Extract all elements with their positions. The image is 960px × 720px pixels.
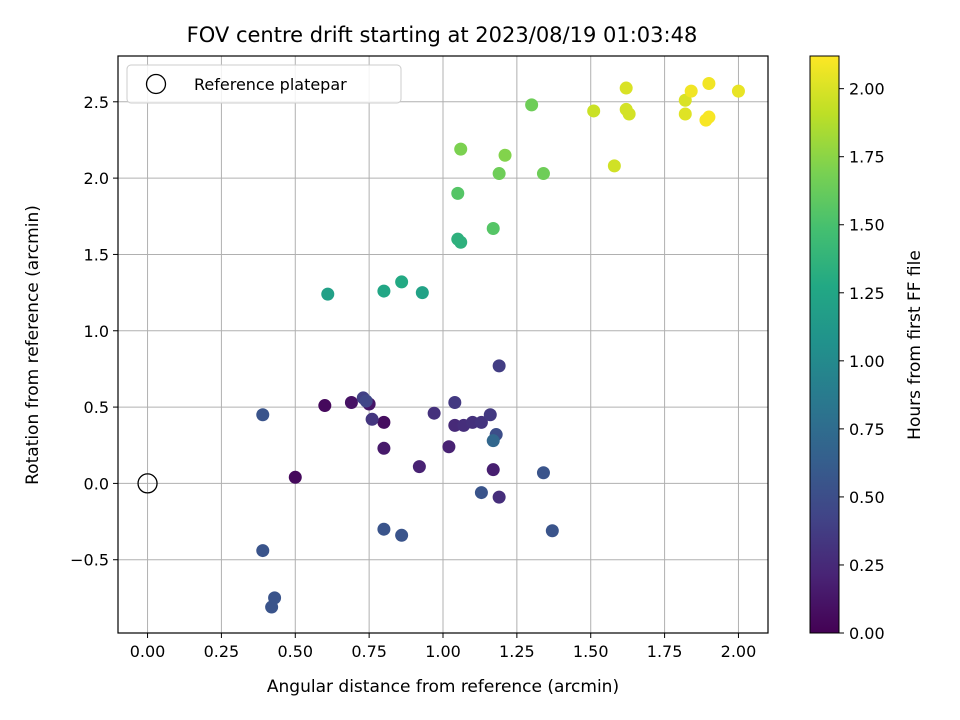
data-point	[525, 98, 539, 112]
colorbar-tick-label: 2.00	[849, 80, 885, 99]
data-point	[607, 159, 621, 173]
colorbar-tick-label: 1.25	[849, 284, 885, 303]
data-point	[587, 104, 601, 118]
y-axis-label: Rotation from reference (arcmin)	[23, 205, 43, 485]
data-point	[486, 434, 500, 448]
x-tick-label: 1.75	[647, 642, 683, 661]
colorbar-tick-label: 1.50	[849, 216, 885, 235]
data-point	[377, 284, 391, 298]
colorbar-tick-label: 0.75	[849, 420, 885, 439]
data-point	[377, 441, 391, 455]
data-point	[702, 76, 716, 90]
x-tick-label: 1.00	[425, 642, 461, 661]
colorbar-tick-label: 0.50	[849, 488, 885, 507]
data-point	[619, 81, 633, 95]
data-point	[395, 275, 409, 289]
data-point	[427, 406, 441, 420]
data-point	[288, 470, 302, 484]
data-point	[536, 167, 550, 181]
data-point	[256, 544, 270, 558]
data-point	[412, 460, 426, 474]
data-point	[474, 486, 488, 500]
data-point	[486, 463, 500, 477]
grid	[118, 56, 768, 633]
y-tick-label: 1.0	[84, 322, 109, 341]
x-tick-label: 0.00	[130, 642, 166, 661]
data-point	[395, 528, 409, 542]
x-tick-label: 0.25	[204, 642, 240, 661]
data-point	[454, 235, 468, 249]
colorbar-tick-label: 0.25	[849, 556, 885, 575]
legend-box	[126, 64, 402, 104]
data-point	[318, 399, 332, 413]
y-tick-label: −0.5	[70, 551, 109, 570]
data-point	[377, 415, 391, 429]
y-tick-label: 0.0	[84, 474, 109, 493]
colorbar-label: Hours from first FF file	[905, 250, 925, 440]
colorbar-tick-label: 0.00	[849, 624, 885, 643]
reference-point	[137, 473, 158, 494]
x-axis-label: Angular distance from reference (arcmin)	[267, 677, 619, 697]
colorbar-gradient	[809, 55, 840, 634]
data-point	[486, 221, 500, 235]
data-point	[256, 408, 270, 422]
data-point	[545, 524, 559, 538]
data-point	[474, 415, 488, 429]
data-point	[268, 591, 282, 605]
data-point	[454, 142, 468, 156]
data-point	[622, 107, 636, 121]
data-point	[415, 286, 429, 300]
data-point	[442, 440, 456, 454]
data-point	[678, 107, 692, 121]
colorbar-tick-label: 1.75	[849, 148, 885, 167]
y-tick-label: 2.0	[84, 169, 109, 188]
data-point	[536, 466, 550, 480]
data-point	[492, 167, 506, 181]
colorbar-ticks: 0.00 0.25 0.50 0.75 1.00 1.25 1.50 1.75 2.00	[839, 80, 885, 643]
y-tick-label: 1.5	[84, 245, 109, 264]
data-point	[448, 396, 462, 410]
legend: Reference platepar	[126, 64, 402, 104]
x-axis-ticks: 0.00 0.25 0.50 0.75 1.00 1.25 1.50 1.75 2.00	[130, 633, 757, 661]
data-point	[344, 396, 358, 410]
colorbar: 0.00 0.25 0.50 0.75 1.00 1.25 1.50 1.75 2.00 Hou…	[809, 55, 925, 643]
legend-marker	[145, 73, 167, 95]
x-tick-label: 1.25	[499, 642, 535, 661]
data-point	[483, 408, 497, 422]
x-tick-label: 1.50	[573, 642, 609, 661]
x-tick-label: 2.00	[721, 642, 757, 661]
x-tick-label: 0.75	[351, 642, 387, 661]
data-point	[731, 84, 745, 98]
chart-title: FOV centre drift starting at 2023/08/19 …	[187, 23, 698, 47]
reference-marker	[137, 473, 158, 494]
data-point	[451, 186, 465, 200]
y-axis-ticks: −0.5 0.0 0.5 1.0 1.5 2.0 2.5	[70, 93, 118, 570]
legend-entry: Reference platepar	[194, 75, 347, 94]
x-tick-label: 0.50	[277, 642, 313, 661]
data-points	[256, 76, 745, 614]
y-tick-label: 2.5	[84, 93, 109, 112]
colorbar-tick-label: 1.00	[849, 352, 885, 371]
data-point	[359, 394, 373, 408]
data-point	[702, 110, 716, 124]
data-point	[492, 359, 506, 373]
data-point	[365, 412, 379, 426]
data-point	[321, 287, 335, 301]
data-point	[377, 522, 391, 536]
data-point	[492, 490, 506, 504]
data-point	[498, 148, 512, 162]
y-tick-label: 0.5	[84, 398, 109, 417]
data-point	[684, 84, 698, 98]
